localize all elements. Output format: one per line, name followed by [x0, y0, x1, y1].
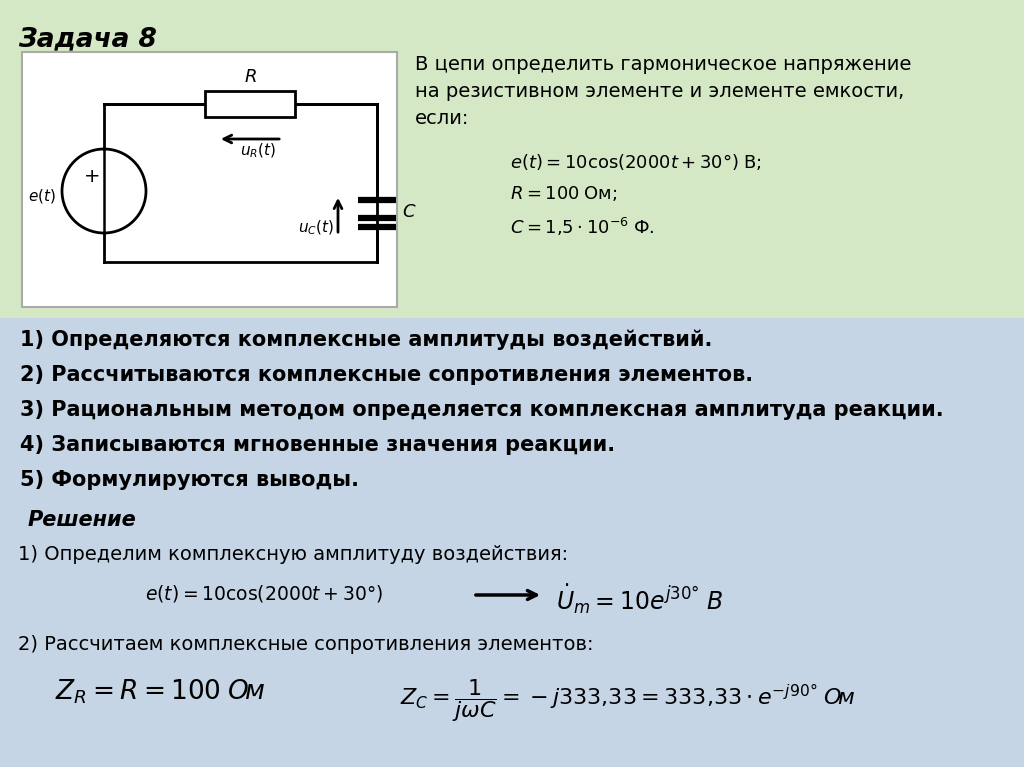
Text: если:: если: [415, 109, 469, 128]
Text: Решение: Решение [28, 510, 137, 530]
Text: $R$: $R$ [244, 68, 256, 86]
Text: 2) Рассчитаем комплексные сопротивления элементов:: 2) Рассчитаем комплексные сопротивления … [18, 635, 594, 654]
Text: $u_C(t)$: $u_C(t)$ [298, 219, 334, 238]
Text: В цепи определить гармоническое напряжение: В цепи определить гармоническое напряжен… [415, 55, 911, 74]
Text: Задача 8: Задача 8 [18, 26, 157, 52]
Text: 1) Определяются комплексные амплитуды воздействий.: 1) Определяются комплексные амплитуды во… [20, 330, 713, 351]
Text: $e(t) = 10\cos(2000t + 30°)$: $e(t) = 10\cos(2000t + 30°)$ [145, 583, 383, 604]
Bar [22, 52, 397, 307]
Text: $Z_C = \dfrac{1}{j\omega C} = -j333{,}33 = 333{,}33\cdot e^{-j90°}\;\mathit{О\!м: $Z_C = \dfrac{1}{j\omega C} = -j333{,}33… [400, 677, 855, 724]
Text: 1) Определим комплексную амплитуду воздействия:: 1) Определим комплексную амплитуду возде… [18, 545, 568, 564]
Bar [205, 91, 295, 117]
Bar [0, 318, 1024, 767]
Text: 5) Формулируются выводы.: 5) Формулируются выводы. [20, 470, 359, 490]
Text: на резистивном элементе и элементе емкости,: на резистивном элементе и элементе емкос… [415, 82, 904, 101]
Bar [0, 0, 1024, 318]
Text: $u_R(t)$: $u_R(t)$ [240, 142, 276, 160]
Text: $C = 1{,}5\cdot 10^{-6}\;\text{Ф.}$: $C = 1{,}5\cdot 10^{-6}\;\text{Ф.}$ [510, 216, 654, 238]
Text: 2) Рассчитываются комплексные сопротивления элементов.: 2) Рассчитываются комплексные сопротивле… [20, 365, 753, 385]
Text: 4) Записываются мгновенные значения реакции.: 4) Записываются мгновенные значения реак… [20, 435, 615, 455]
Text: $e(t)$: $e(t)$ [28, 187, 56, 205]
Text: $R = 100\;\text{Ом;}$: $R = 100\;\text{Ом;}$ [510, 184, 617, 203]
Text: +: + [84, 167, 100, 186]
Text: $C$: $C$ [402, 203, 417, 221]
Text: 3) Рациональным методом определяется комплексная амплитуда реакции.: 3) Рациональным методом определяется ком… [20, 400, 944, 420]
Text: $\dot{U}_m = 10e^{j30°}\;B$: $\dot{U}_m = 10e^{j30°}\;B$ [556, 582, 723, 616]
Text: $Z_R = R = 100\;\mathit{О\!м}$: $Z_R = R = 100\;\mathit{О\!м}$ [55, 677, 265, 706]
Text: $e(t) = 10\cos(2000t + 30°)\;\text{В;}$: $e(t) = 10\cos(2000t + 30°)\;\text{В;}$ [510, 152, 762, 172]
